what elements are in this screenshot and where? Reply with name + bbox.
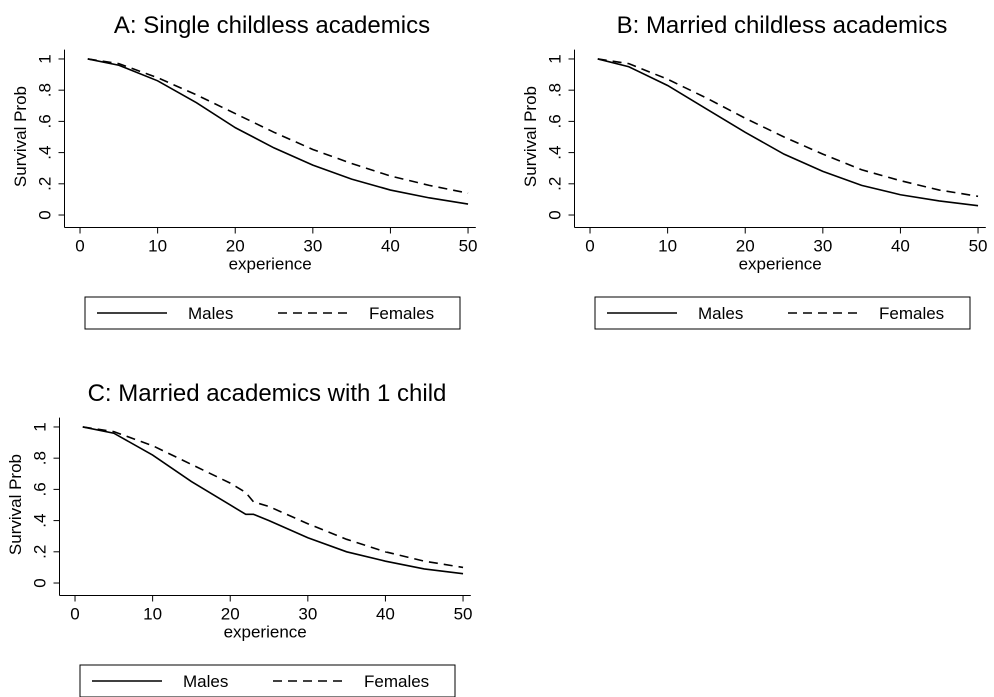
y-tick-label: 1 [36,54,55,63]
series-line [87,58,469,194]
series-line [87,58,469,205]
legend-label: Males [183,672,228,691]
y-tick-label: .8 [31,451,50,465]
x-tick-label: 10 [143,605,162,624]
x-tick-label: 50 [459,237,478,256]
x-tick-label: 30 [303,237,322,256]
y-tick-label: .4 [546,146,565,160]
legend-label: Females [364,672,429,691]
series-line [82,426,464,569]
y-tick-label: .2 [36,177,55,191]
x-tick-label: 20 [221,605,240,624]
y-tick-label: .6 [31,482,50,496]
x-tick-label: 50 [969,237,988,256]
x-tick-label: 10 [658,237,677,256]
series-line [82,426,464,575]
legend-label: Males [188,304,233,323]
legend-label: Females [369,304,434,323]
chart-panel: 0.2.4.6.810 10 20 30 40 50experienceSurvival … [11,12,478,330]
x-tick-label: 0 [585,237,594,256]
x-tick-label: 0 [75,237,84,256]
x-axis-label: experience [229,255,312,274]
legend-label: Females [879,304,944,323]
x-axis-label: experience [739,255,822,274]
y-tick-label: .8 [546,83,565,97]
chart-panel: 0.2.4.6.810 10 20 30 40 50experienceSurvival … [521,12,988,330]
x-tick-label: 20 [226,237,245,256]
x-tick-label: 0 [70,605,79,624]
y-axis-label: Survival Prob [6,454,25,555]
y-axis-label: Survival Prob [521,86,540,187]
y-tick-label: 0 [36,210,55,219]
y-tick-label: .6 [36,114,55,128]
x-tick-label: 40 [381,237,400,256]
series-line [597,58,979,198]
x-tick-label: 10 [148,237,167,256]
legend: Males Females [594,296,971,330]
x-tick-label: 30 [298,605,317,624]
y-tick-label: .4 [31,514,50,528]
y-tick-label: .8 [36,83,55,97]
x-tick-label: 50 [454,605,473,624]
legend-box [79,664,456,697]
chart-title: B: Married childless academics [617,12,948,39]
legend-box [84,296,461,330]
y-tick-label: .2 [31,545,50,559]
chart-panel: 0.2.4.6.810 10 20 30 40 50experienceSurvival … [6,380,473,697]
x-axis-label: experience [224,623,307,642]
x-tick-label: 40 [891,237,910,256]
legend: Males Females [79,664,456,697]
chart-title: A: Single childless academics [114,12,430,39]
y-axis-label: Survival Prob [11,86,30,187]
x-tick-label: 20 [736,237,755,256]
y-tick-label: 1 [31,422,50,431]
x-tick-label: 40 [376,605,395,624]
y-tick-label: 0 [31,578,50,587]
y-tick-label: 0 [546,210,565,219]
series-line [597,58,979,207]
chart-title: C: Married academics with 1 child [88,380,447,407]
y-tick-label: .2 [546,177,565,191]
y-tick-label: 1 [546,54,565,63]
legend: Males Females [84,296,461,330]
y-tick-label: .6 [546,114,565,128]
x-tick-label: 30 [813,237,832,256]
y-tick-label: .4 [36,146,55,160]
legend-label: Males [698,304,743,323]
legend-box [594,296,971,330]
